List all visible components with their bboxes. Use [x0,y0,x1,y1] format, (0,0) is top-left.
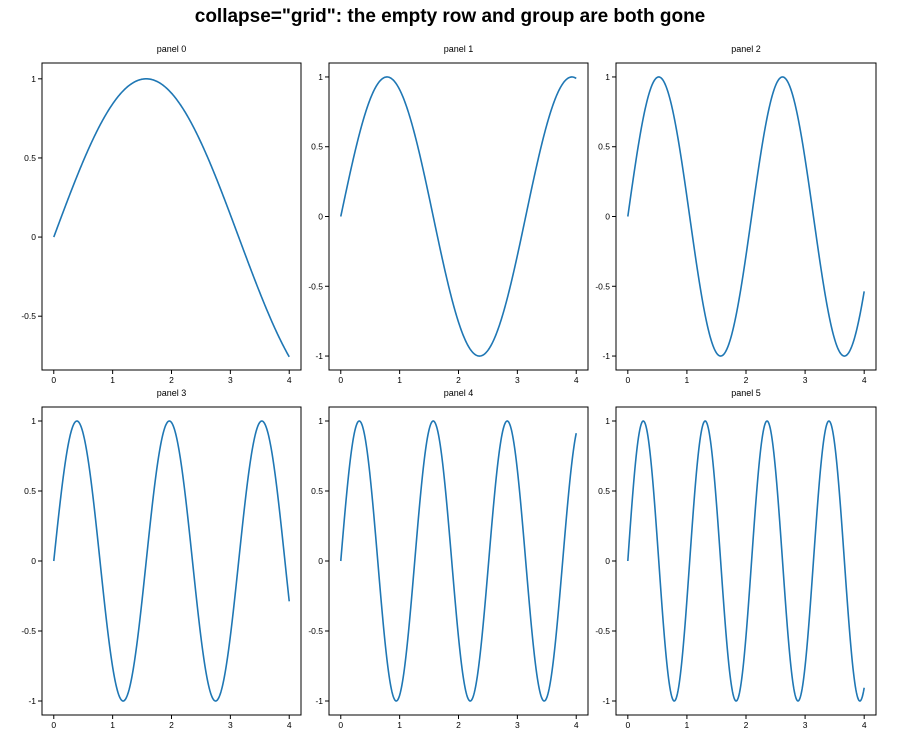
y-tick-label: -0.5 [595,626,610,636]
y-tick-label: 1 [31,74,36,84]
x-tick-label: 0 [51,375,56,385]
y-tick-label: 0.5 [598,486,610,496]
y-tick-label: -0.5 [308,626,323,636]
panel-title: panel 3 [157,388,187,398]
plot-area [615,62,877,371]
y-tick-label: -0.5 [308,281,323,291]
y-tick-label: 1 [318,72,323,82]
y-tick-label: -1 [602,351,610,361]
panel-2: panel 2 0 1 2 3 4 -1 -0.5 0 0.5 1 [595,44,877,385]
x-tick-label: 4 [862,375,867,385]
x-tick-label: 0 [338,720,343,730]
x-tick-label: 4 [574,375,579,385]
y-tick-label: -0.5 [21,626,36,636]
y-tick-label: 0 [31,232,36,242]
plot-area [41,406,302,716]
y-tick-label: 0.5 [24,486,36,496]
x-tick-label: 1 [397,720,402,730]
y-tick-label: 0.5 [311,142,323,152]
series-line [627,76,865,357]
panel-title: panel 2 [731,44,761,54]
figure-title: collapse="grid": the empty row and group… [194,6,706,27]
plot-area [615,406,877,716]
y-tick-label: 0 [605,556,610,566]
x-tick-label: 0 [625,720,630,730]
y-tick-label: -1 [315,696,323,706]
x-tick-label: 1 [397,375,402,385]
x-tick-label: 4 [287,375,292,385]
panel-title: panel 4 [444,388,474,398]
x-tick-label: 2 [744,720,749,730]
x-tick-label: 3 [803,720,808,730]
x-tick-label: 0 [338,375,343,385]
series-line [339,76,577,357]
plot-area [41,62,302,371]
panel-title: panel 1 [444,44,474,54]
y-tick-label: 1 [605,72,610,82]
y-tick-label: 0.5 [311,486,323,496]
series-line [53,78,290,358]
y-tick-label: 0 [318,556,323,566]
y-tick-label: -0.5 [595,281,610,291]
panel-3: panel 3 0 1 2 3 4 -1 -0.5 0 0.5 1 [21,388,302,730]
x-tick-label: 3 [515,720,520,730]
x-tick-label: 1 [685,720,690,730]
x-tick-label: 3 [228,720,233,730]
x-tick-label: 4 [862,720,867,730]
y-tick-label: 1 [318,416,323,426]
x-tick-label: 1 [110,375,115,385]
x-tick-label: 3 [228,375,233,385]
y-tick-label: -1 [28,696,36,706]
panel-4: panel 4 0 1 2 3 4 -1 -0.5 0 0.5 1 [308,388,589,730]
x-tick-label: 0 [51,720,56,730]
y-tick-label: -1 [602,696,610,706]
y-tick-label: 0.5 [24,153,36,163]
panel-1: panel 1 0 1 2 3 4 -1 -0.5 0 0.5 1 [308,44,589,385]
y-tick-label: 0 [605,212,610,222]
panel-title: panel 5 [731,388,761,398]
panel-0: panel 0 0 1 2 3 4 -0.5 0 0.5 1 [21,44,302,385]
series-line [627,420,865,702]
panel-title: panel 0 [157,44,187,54]
x-tick-label: 4 [287,720,292,730]
y-tick-label: 0 [31,556,36,566]
x-tick-label: 3 [803,375,808,385]
x-tick-label: 1 [685,375,690,385]
x-tick-label: 2 [169,720,174,730]
x-tick-label: 2 [744,375,749,385]
x-tick-label: 2 [169,375,174,385]
x-tick-label: 4 [574,720,579,730]
x-tick-label: 1 [110,720,115,730]
x-tick-label: 2 [456,375,461,385]
y-tick-label: 1 [31,416,36,426]
y-tick-label: 0 [318,212,323,222]
y-tick-label: -0.5 [21,311,36,321]
y-tick-label: 0.5 [598,142,610,152]
x-tick-label: 0 [625,375,630,385]
x-tick-label: 3 [515,375,520,385]
x-tick-label: 2 [456,720,461,730]
series-line [339,420,578,702]
panel-5: panel 5 0 1 2 3 4 -1 -0.5 0 0.5 1 [595,388,877,730]
series-line [52,420,291,702]
y-tick-label: 1 [605,416,610,426]
y-tick-label: -1 [315,351,323,361]
